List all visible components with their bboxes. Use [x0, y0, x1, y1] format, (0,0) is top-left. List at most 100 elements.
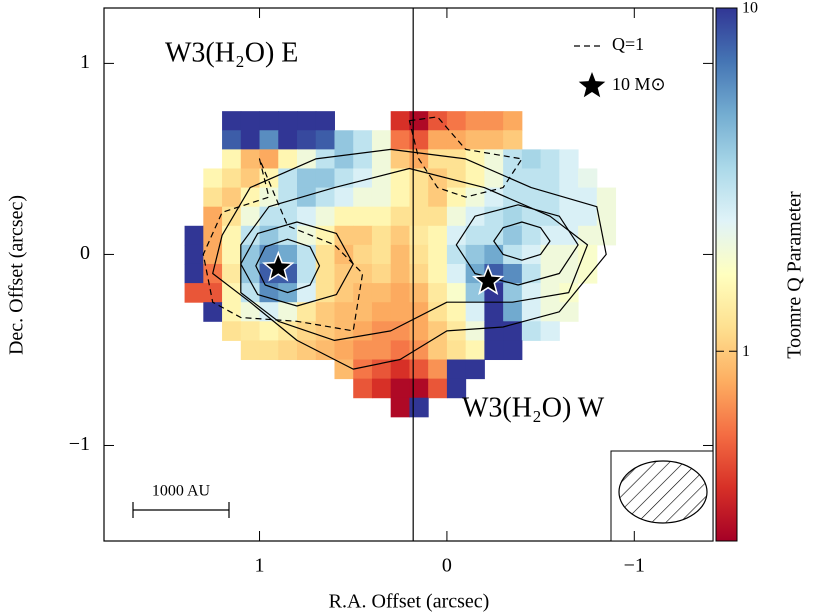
heatmap-cell [334, 206, 354, 227]
heatmap-cell [371, 302, 392, 322]
heatmap-cell [578, 168, 598, 189]
heatmap-cell [240, 187, 261, 208]
q1-contour [202, 158, 364, 332]
heatmap-cell [184, 225, 204, 246]
heatmap-cell [428, 130, 448, 150]
heatmap-cell [446, 283, 467, 303]
star [262, 250, 295, 282]
heatmap-cell [240, 283, 261, 303]
heatmap-cell [222, 206, 242, 227]
contour [255, 238, 321, 294]
heatmap-cell [315, 187, 335, 208]
heatmap-cell [559, 149, 579, 169]
heatmap-cell [428, 149, 448, 169]
heatmap-cell [353, 187, 373, 208]
heatmap-cell [521, 263, 542, 284]
heatmap-cell [428, 321, 448, 341]
heatmap-cell [240, 130, 261, 150]
heatmap-cell [446, 130, 467, 150]
beam [618, 460, 708, 524]
heatmap-cell [521, 302, 542, 322]
heatmap-cell [465, 187, 485, 208]
heatmap-cell [222, 283, 242, 303]
heatmap-cell [390, 378, 410, 399]
heatmap-cell [503, 283, 523, 303]
y-tick-label: 1 [80, 51, 90, 73]
colorbar-tick-label: 1 [742, 343, 750, 360]
heatmap-cell [503, 263, 523, 284]
heatmap-cell [297, 340, 317, 361]
heatmap-cell [278, 149, 298, 169]
heatmap-cell [446, 378, 467, 399]
heatmap-cell [259, 130, 279, 150]
heatmap-cell [503, 302, 523, 322]
heatmap-cell [371, 340, 392, 361]
overlays [202, 8, 607, 541]
heatmap-cell [353, 302, 373, 322]
heatmap-cell [390, 187, 410, 208]
heatmap-cell [297, 130, 317, 150]
heatmap-cell [484, 340, 504, 361]
heatmap-cell [334, 283, 354, 303]
heatmap-cell [203, 168, 223, 189]
heatmap-cell [259, 321, 279, 341]
heatmap-cell [484, 149, 504, 169]
heatmap-cell [484, 321, 504, 341]
heatmap-cell [259, 225, 279, 246]
heatmap-cell [409, 283, 429, 303]
heatmap-cell [315, 244, 335, 265]
heatmap-cell [315, 321, 335, 341]
heatmap-cell [259, 302, 279, 322]
heatmap-cell [371, 187, 392, 208]
heatmap-cell [596, 225, 617, 246]
heatmap-cell [222, 187, 242, 208]
annotation: W3(H₂O) E [165, 37, 298, 68]
heatmap-cell [540, 244, 560, 265]
heatmap-cell [315, 225, 335, 246]
x-axis-label: R.A. Offset (arcsec) [329, 591, 490, 613]
heatmap-cell [446, 263, 467, 284]
heatmap-cell [446, 321, 467, 341]
legend-label: 10 M⊙ [612, 74, 666, 94]
heatmap-cell [259, 206, 279, 227]
heatmap-cell [203, 187, 223, 208]
heatmap-cell [315, 111, 335, 131]
heatmap-cell [278, 111, 298, 131]
heatmap-cell [540, 149, 560, 169]
heatmap-cell [446, 225, 467, 246]
heatmap-cell [334, 187, 354, 208]
heatmap-cell [540, 263, 560, 284]
heatmap-cell [278, 206, 298, 227]
heatmap-cell [390, 206, 410, 227]
heatmap-cell [222, 168, 242, 189]
heatmap-cell [184, 244, 204, 265]
heatmap-cell [503, 111, 523, 131]
heatmap-cell [503, 130, 523, 150]
heatmap-cell [240, 206, 261, 227]
colorbar-label: Toomre Q Parameter [784, 191, 806, 359]
heatmap-cell [334, 149, 354, 169]
heatmap-cell [428, 378, 448, 399]
heatmap-cell [409, 263, 429, 284]
heatmap-cell [446, 302, 467, 322]
heatmap-cell [540, 283, 560, 303]
heatmap-cell [371, 263, 392, 284]
heatmap-cell [446, 244, 467, 265]
heatmap-cell [278, 225, 298, 246]
heatmap-cell [203, 225, 223, 246]
heatmap-cell [222, 244, 242, 265]
heatmap-cell [240, 168, 261, 189]
heatmap-cell [428, 111, 448, 131]
heatmap-cell [446, 340, 467, 361]
heatmap-cell [390, 397, 410, 418]
heatmap-cell [297, 206, 317, 227]
colorbar [715, 7, 738, 542]
heatmap-cell [428, 302, 448, 322]
heatmap-cell [371, 168, 392, 189]
heatmap-cell [222, 111, 242, 131]
heatmap-cell [521, 187, 542, 208]
heatmap-cell [390, 283, 410, 303]
heatmap-cell [540, 321, 560, 341]
heatmap-cell [465, 111, 485, 131]
